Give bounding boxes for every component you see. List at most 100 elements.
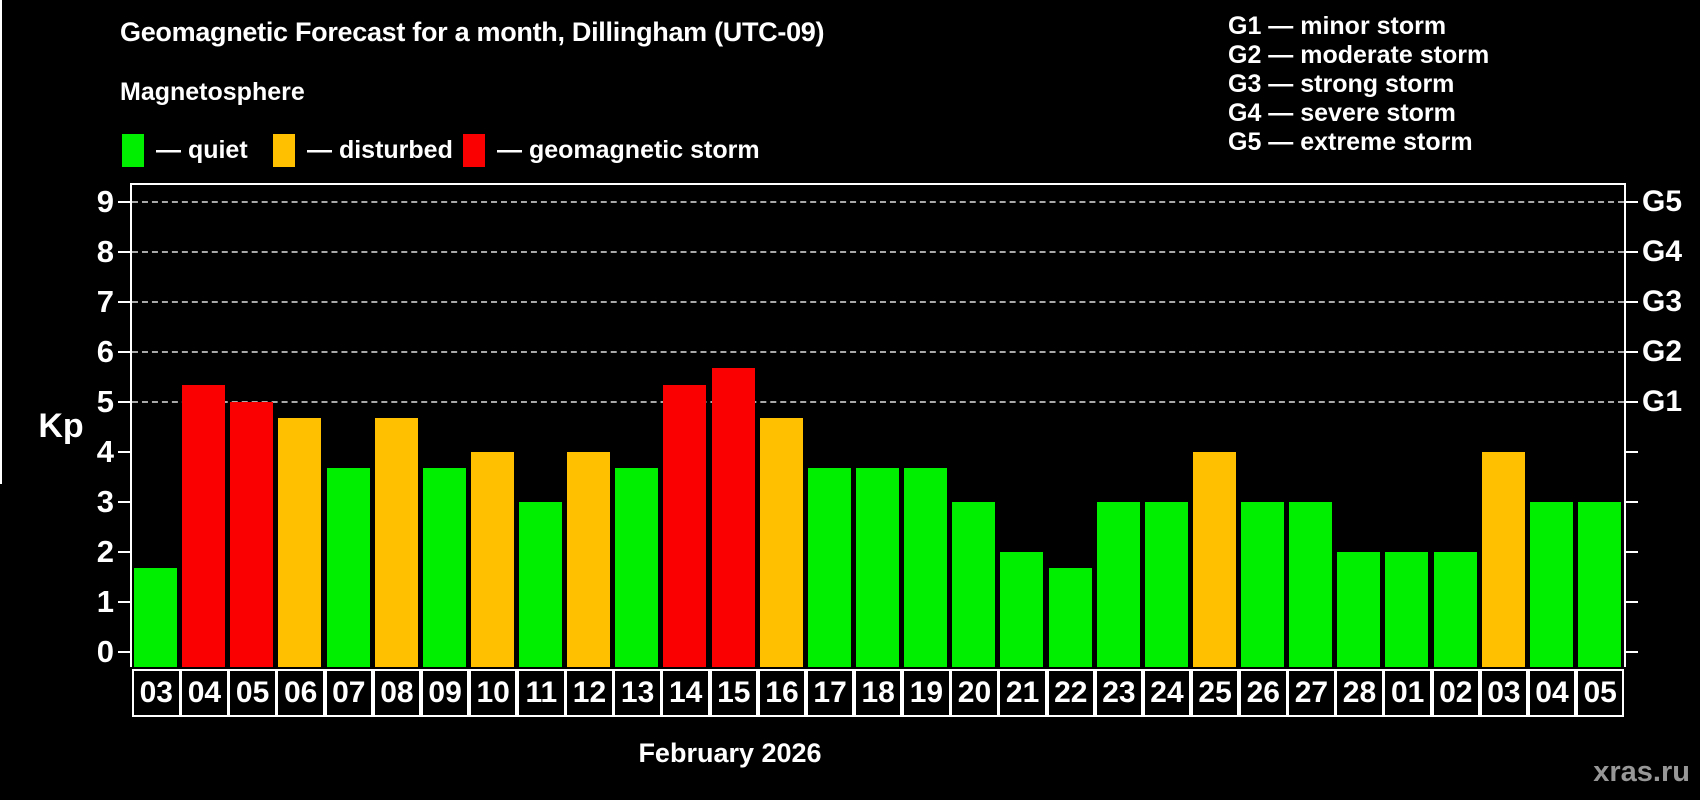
- day-cell-feb-04: 04: [180, 669, 229, 717]
- x-axis-month-label: February 2026: [638, 738, 822, 768]
- y-axis-tick-left-1: [118, 600, 130, 603]
- storm-color-swatch: [463, 133, 485, 167]
- day-cell-feb-07: 07: [324, 669, 374, 717]
- chart-title: Geomagnetic Forecast for a month, Dillin…: [120, 17, 825, 47]
- day-cell-feb-03: 03: [132, 669, 181, 717]
- y-axis-ticklabel-1: 1: [96, 583, 114, 619]
- day-cell-feb-17: 17: [805, 669, 855, 717]
- legend-label-quiet: — quiet: [156, 135, 248, 164]
- kp-bar-03: [1481, 451, 1525, 667]
- g-scale-line-g2: G2 — moderate storm: [1228, 41, 1490, 69]
- kp-bar-12: [567, 451, 611, 667]
- g-scale-line-g3: G3 — strong storm: [1228, 70, 1455, 98]
- day-cell-feb-18: 18: [853, 669, 903, 717]
- month-separator-line: [0, 0, 2, 484]
- day-cell-feb-25: 25: [1190, 669, 1240, 717]
- y-axis-tick-right-8: [1626, 250, 1638, 253]
- legend-label-storm: — geomagnetic storm: [497, 135, 760, 164]
- day-cell-mar-04: 04: [1527, 669, 1577, 717]
- y-axis-tick-right-7: [1626, 300, 1638, 303]
- day-cell-feb-08: 08: [372, 669, 422, 717]
- day-cell-feb-21: 21: [998, 669, 1047, 717]
- kp-bar-01: [1385, 551, 1429, 667]
- day-cell-feb-09: 09: [420, 669, 470, 717]
- y-axis-tick-right-1: [1626, 600, 1638, 603]
- day-cell-feb-26: 26: [1239, 669, 1288, 717]
- g-scale-line-g1: G1 — minor storm: [1228, 12, 1447, 40]
- plot-top-border: [130, 183, 1626, 185]
- day-cell-feb-15: 15: [709, 669, 759, 717]
- day-cell-feb-10: 10: [468, 669, 518, 717]
- day-cell-feb-16: 16: [757, 669, 807, 717]
- bars-layer: [0, 0, 1621, 667]
- day-cell-mar-05: 05: [1575, 669, 1625, 717]
- day-cell-feb-05: 05: [228, 669, 277, 717]
- kp-bar-27: [1289, 501, 1333, 667]
- kp-bar-04: [1529, 501, 1573, 667]
- y-axis-tick-left-5: [118, 400, 130, 403]
- kp-bar-17: [807, 468, 851, 667]
- kp-bar-08: [374, 418, 418, 667]
- g-axis-label-g3: G3: [1642, 284, 1683, 318]
- kp-bar-06: [278, 418, 322, 667]
- kp-bar-26: [1241, 501, 1285, 667]
- y-axis-tick-left-6: [118, 350, 130, 353]
- gridline-kp8: [132, 250, 1624, 253]
- day-cell-feb-23: 23: [1094, 669, 1144, 717]
- y-axis-ticklabel-8: 8: [96, 233, 114, 269]
- gridline-kp9: [132, 200, 1624, 203]
- y-axis-line-right: [1624, 183, 1626, 667]
- y-axis-ticklabel-9: 9: [96, 183, 114, 219]
- y-axis-tick-left-0: [118, 650, 130, 653]
- y-axis-label: Kp: [38, 407, 84, 445]
- y-axis-ticklabel-2: 2: [96, 533, 114, 569]
- kp-bar-15: [711, 368, 755, 667]
- g-scale-legend: G1 — minor storm G2 — moderate storm G3 …: [1228, 12, 1489, 157]
- y-axis-tick-right-9: [1626, 200, 1638, 203]
- y-axis-ticklabel-7: 7: [96, 283, 114, 319]
- g-axis-label-g4: G4: [1642, 234, 1683, 268]
- y-axis-tick-right-5: [1626, 400, 1638, 403]
- kp-bar-05: [230, 401, 274, 667]
- y-axis-tick-left-3: [118, 500, 130, 503]
- legend-item-quiet: — quiet: [122, 133, 248, 167]
- y-axis-ticklabel-3: 3: [96, 483, 114, 519]
- y-axis-tick-left-4: [118, 450, 130, 453]
- kp-bar-02: [1433, 551, 1477, 667]
- y-axis-tick-left-2: [118, 550, 130, 553]
- kp-bar-10: [470, 451, 514, 667]
- y-axis-tick-left-8: [118, 250, 130, 253]
- kp-bar-11: [519, 501, 563, 667]
- disturbed-color-swatch: [273, 133, 295, 167]
- day-cell-mar-01: 01: [1383, 669, 1432, 717]
- day-cell-feb-20: 20: [950, 669, 999, 717]
- kp-bar-24: [1144, 501, 1188, 667]
- kp-bar-13: [615, 468, 659, 667]
- g-scale-line-g5: G5 — extreme storm: [1228, 128, 1473, 156]
- y-axis-ticklabel-0: 0: [96, 633, 114, 669]
- kp-bar-28: [1337, 551, 1381, 667]
- y-axis-ticklabel-4: 4: [96, 433, 114, 469]
- legend-item-storm: — geomagnetic storm: [463, 133, 760, 167]
- watermark: xras.ru: [1593, 756, 1690, 788]
- y-axis-tick-right-2: [1626, 550, 1638, 553]
- day-cell-feb-14: 14: [661, 669, 710, 717]
- day-cell-mar-03: 03: [1479, 669, 1529, 717]
- kp-bar-03: [134, 568, 178, 667]
- kp-bar-16: [759, 418, 803, 667]
- day-cell-feb-22: 22: [1046, 669, 1096, 717]
- day-cell-feb-24: 24: [1142, 669, 1192, 717]
- kp-bar-22: [1048, 568, 1092, 667]
- day-cell-feb-06: 06: [276, 669, 325, 717]
- kp-bar-25: [1192, 451, 1236, 667]
- day-cell-mar-02: 02: [1431, 669, 1481, 717]
- y-axis-tick-right-4: [1626, 450, 1638, 453]
- kp-bar-23: [1096, 501, 1140, 667]
- quiet-color-swatch: [122, 133, 144, 167]
- y-axis-tick-right-6: [1626, 350, 1638, 353]
- kp-bar-18: [855, 468, 899, 667]
- gridline-kp5: [132, 400, 1624, 403]
- kp-bar-20: [952, 501, 996, 667]
- gridline-kp7: [132, 300, 1624, 303]
